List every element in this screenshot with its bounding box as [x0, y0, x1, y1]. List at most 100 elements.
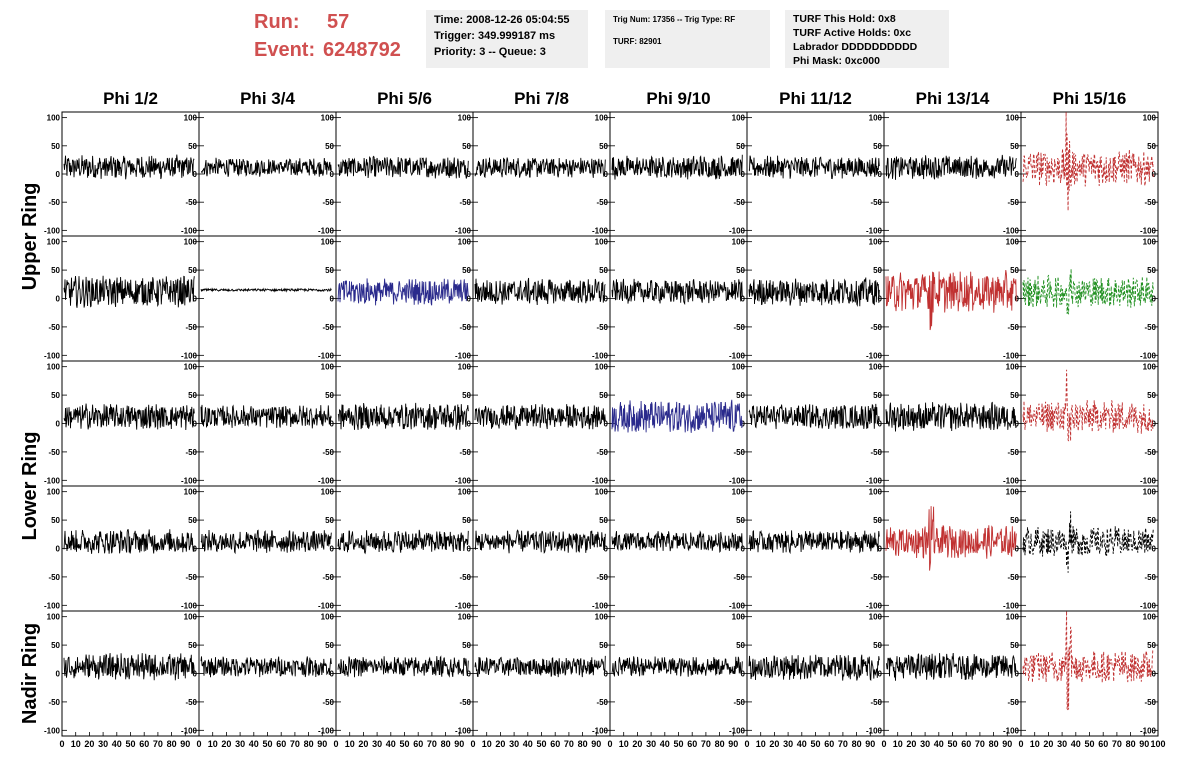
y-tick-label: 50 — [736, 142, 745, 151]
x-tick-label: 0 — [881, 739, 886, 749]
column-title-2: Phi 3/4 — [240, 89, 295, 108]
y-tick-label: 100 — [47, 114, 61, 123]
column-title-7: Phi 13/14 — [916, 89, 990, 108]
y-tick-label: 50 — [51, 266, 60, 275]
y-tick-label: 100 — [321, 363, 335, 372]
x-tick-label: 30 — [920, 739, 930, 749]
y-tick-label: 100 — [458, 488, 472, 497]
y-tick-label: 100 — [458, 238, 472, 247]
y-tick-label: -100 — [455, 476, 472, 485]
x-tick-label: 90 — [317, 739, 327, 749]
x-tick-label: 80 — [989, 739, 999, 749]
event-value: 6248792 — [323, 39, 401, 62]
y-tick-label: 50 — [599, 516, 608, 525]
y-tick-label: 0 — [330, 545, 335, 554]
column-title-3: Phi 5/6 — [377, 89, 432, 108]
y-tick-label: 0 — [330, 170, 335, 179]
y-tick-label: 100 — [732, 613, 746, 622]
waveform-trace — [885, 506, 1017, 571]
x-tick-label: 40 — [660, 739, 670, 749]
x-tick-label: 70 — [838, 739, 848, 749]
y-tick-label: -50 — [596, 198, 608, 207]
y-tick-label: -100 — [318, 476, 335, 485]
y-tick-label: 100 — [595, 488, 609, 497]
panel-frame — [883, 111, 1022, 237]
waveform-trace — [1022, 111, 1154, 211]
x-tick-label: 0 — [59, 739, 64, 749]
time-text: Time: 2008-12-26 05:04:55 — [434, 14, 570, 26]
y-tick-label: -50 — [596, 448, 608, 457]
y-tick-label: 100 — [1143, 114, 1157, 123]
y-tick-label: 0 — [878, 420, 883, 429]
y-tick-label: -100 — [729, 476, 746, 485]
waveform-trace — [63, 154, 195, 180]
y-tick-label: -50 — [48, 323, 60, 332]
y-tick-label: -50 — [870, 198, 882, 207]
y-tick-label: 50 — [188, 266, 197, 275]
y-tick-label: 100 — [321, 114, 335, 123]
y-tick-label: 50 — [1147, 641, 1156, 650]
x-tick-label: 90 — [1002, 739, 1012, 749]
x-tick-label: 30 — [235, 739, 245, 749]
y-tick-label: 50 — [462, 142, 471, 151]
x-tick-label: 30 — [646, 739, 656, 749]
x-tick-label: 70 — [701, 739, 711, 749]
x-tick-label: 50 — [536, 739, 546, 749]
turf-info-box: TURF This Hold: 0x8 TURF Active Holds: 0… — [785, 10, 949, 68]
waveform-trace — [63, 529, 195, 554]
x-tick-label: 50 — [125, 739, 135, 749]
waveform-trace — [63, 275, 195, 308]
y-tick-label: -50 — [459, 323, 471, 332]
run-label-text: Run: — [254, 11, 300, 33]
y-tick-label: -100 — [455, 351, 472, 360]
y-tick-label: 0 — [741, 295, 746, 304]
y-tick-label: -50 — [322, 198, 334, 207]
y-tick-label: 50 — [325, 641, 334, 650]
y-tick-label: 100 — [1143, 488, 1157, 497]
y-tick-label: 100 — [1006, 238, 1020, 247]
y-tick-label: -100 — [318, 226, 335, 235]
waveform-trace — [337, 402, 469, 430]
x-tick-label: 10 — [482, 739, 492, 749]
y-tick-label: -100 — [866, 351, 883, 360]
y-tick-label: 50 — [873, 641, 882, 650]
ring-label-2: Lower Ring — [19, 432, 41, 541]
x-tick-label: 10 — [893, 739, 903, 749]
x-tick-label: 10 — [345, 739, 355, 749]
y-tick-label: 0 — [604, 170, 609, 179]
y-tick-label: -100 — [1140, 601, 1157, 610]
y-tick-label: -100 — [1140, 476, 1157, 485]
y-tick-label: 0 — [741, 670, 746, 679]
y-tick-label: 0 — [741, 420, 746, 429]
waveform-trace — [474, 157, 606, 179]
y-tick-label: 0 — [56, 170, 61, 179]
x-tick-label: 20 — [358, 739, 368, 749]
y-tick-label: 0 — [330, 295, 335, 304]
x-tick-label: 10 — [619, 739, 629, 749]
y-tick-label: -50 — [322, 448, 334, 457]
waveform-trace — [748, 529, 880, 555]
y-tick-label: 100 — [595, 363, 609, 372]
waveform-trace — [474, 277, 606, 306]
x-tick-label: 100 — [1150, 739, 1165, 749]
waveform-trace — [885, 401, 1017, 432]
y-tick-label: 0 — [467, 420, 472, 429]
waveform-trace — [200, 287, 332, 293]
x-tick-label: 10 — [71, 739, 81, 749]
x-tick-label: 90 — [1139, 739, 1149, 749]
panel-frame — [335, 111, 474, 237]
y-tick-label: 0 — [467, 670, 472, 679]
y-tick-label: -100 — [592, 726, 609, 735]
x-tick-label: 20 — [1043, 739, 1053, 749]
x-tick-label: 10 — [1030, 739, 1040, 749]
y-tick-label: -50 — [733, 323, 745, 332]
turf-hold-text: TURF This Hold: 0x8 — [793, 13, 896, 25]
turf-text: TURF: 82901 — [613, 37, 662, 46]
y-tick-label: -50 — [459, 198, 471, 207]
y-tick-label: -100 — [866, 601, 883, 610]
y-tick-label: -100 — [44, 601, 61, 610]
y-tick-label: -100 — [181, 226, 198, 235]
waveform-trace — [337, 155, 469, 179]
x-tick-label: 20 — [495, 739, 505, 749]
panel-frame — [335, 485, 474, 612]
